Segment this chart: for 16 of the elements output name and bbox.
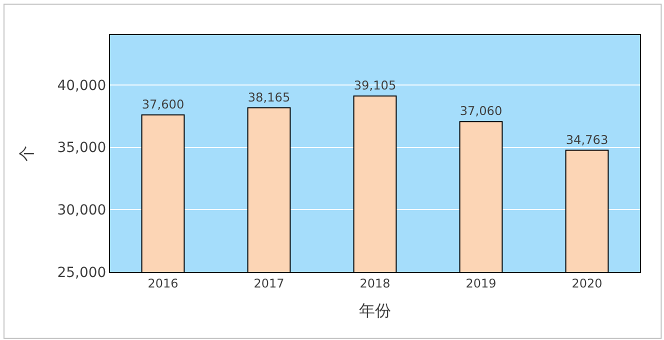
y-tick-label: 35,000 [57,140,106,156]
x-tick-label: 2016 [148,276,178,290]
x-tick-label: 2020 [572,276,602,290]
data-label: 34,763 [566,132,608,147]
x-axis-title: 年份 [359,301,391,320]
y-tick-label: 30,000 [57,202,106,219]
data-label: 37,060 [460,104,502,118]
data-label: 39,105 [354,78,396,93]
y-tick-label: 40,000 [57,78,106,94]
x-tick-label: 2017 [254,276,284,290]
data-label: 37,600 [142,97,184,112]
y-tick-label: 25,000 [57,264,106,281]
x-tick-label: 2019 [466,276,496,290]
y-axis-title: 个 [17,146,36,162]
data-label: 38,165 [248,90,290,104]
x-tick-label: 2018 [360,276,390,290]
